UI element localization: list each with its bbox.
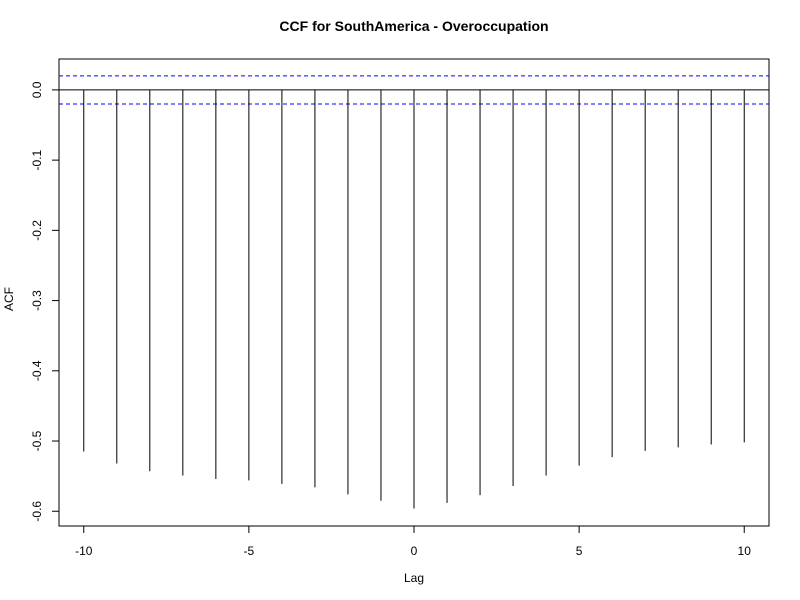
y-tick-label: -0.5	[30, 430, 44, 451]
ccf-bars	[83, 89, 745, 509]
y-tick-label: -0.2	[30, 220, 44, 241]
confidence-bounds	[59, 75, 769, 105]
y-tick-label: 0.0	[30, 81, 44, 98]
x-axis: -10 -5 0 5 10	[75, 525, 752, 558]
y-tick-label: -0.3	[30, 290, 44, 311]
x-tick-label: 10	[738, 544, 752, 558]
y-tick-label: -0.6	[30, 501, 44, 522]
y-axis: 0.0 -0.1 -0.2 -0.3 -0.4 -0.5 -0.6	[30, 81, 60, 522]
x-axis-label: Lag	[404, 571, 424, 585]
x-tick-label: -5	[244, 544, 255, 558]
x-tick-label: -10	[75, 544, 93, 558]
x-tick-label: 5	[576, 544, 583, 558]
y-tick-label: -0.1	[30, 149, 44, 170]
y-tick-label: -0.4	[30, 360, 44, 381]
x-tick-label: 0	[411, 544, 418, 558]
y-axis-label: ACF	[2, 287, 16, 311]
chart-title: CCF for SouthAmerica - Overoccupation	[279, 18, 548, 34]
